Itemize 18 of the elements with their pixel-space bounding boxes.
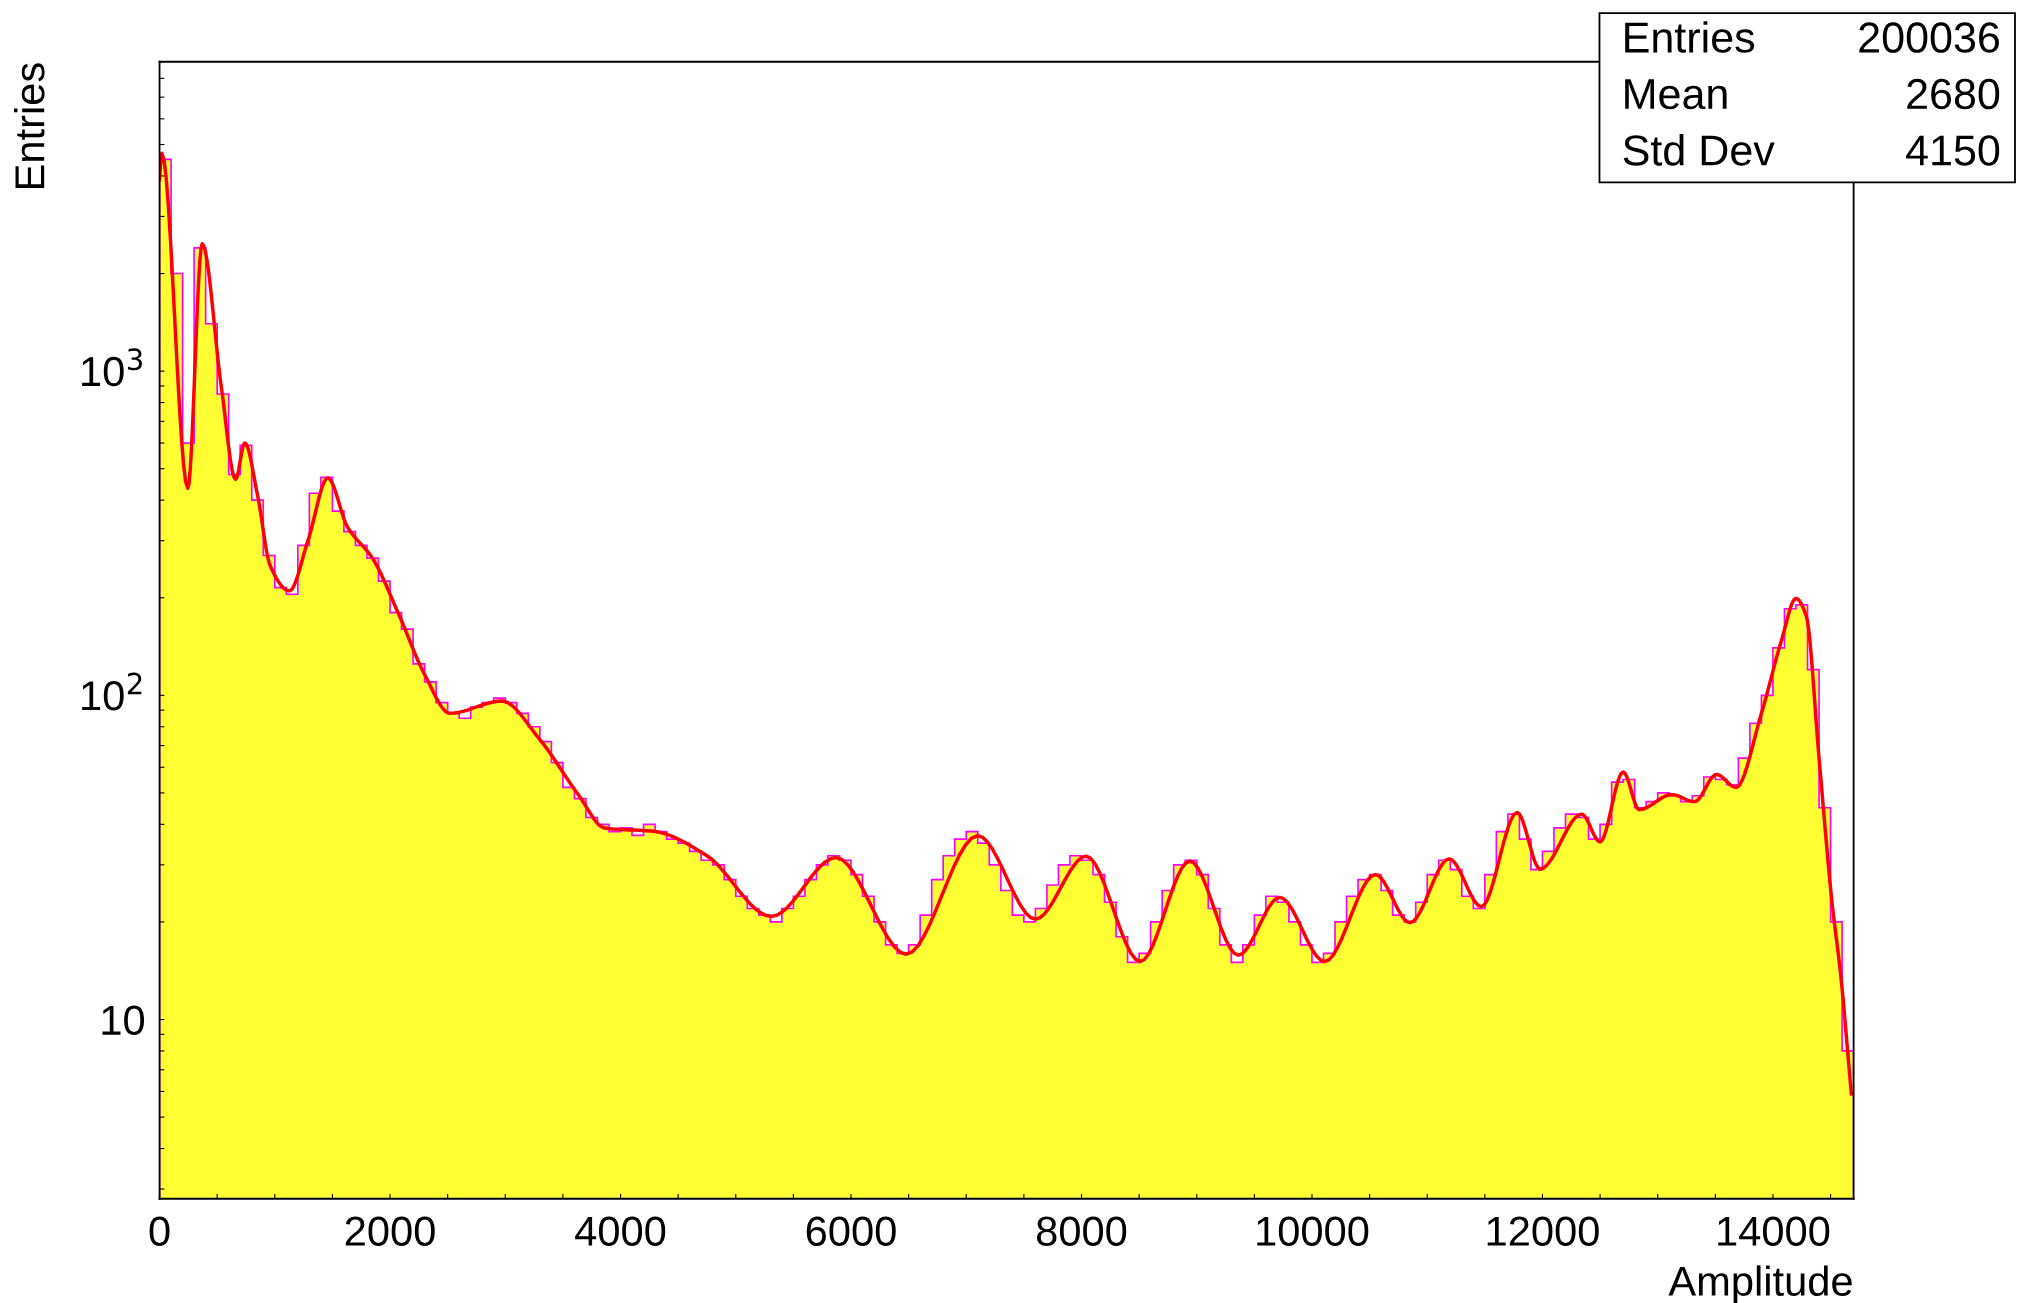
annotation: Std Dev: [1623, 134, 1775, 166]
x-tick-label: 4000: [575, 1216, 666, 1247]
annotation: Mean: [1625, 79, 1727, 110]
x-tick-label: 14000: [1718, 1216, 1830, 1247]
x-tick-label: 0: [149, 1216, 170, 1247]
y-tick-label: 10: [102, 1005, 145, 1036]
x-tick-label: 12000: [1487, 1216, 1599, 1247]
x-tick-label: 6000: [806, 1216, 896, 1247]
x-tick-label: 2000: [345, 1216, 435, 1247]
text: Entries: [1625, 21, 1755, 53]
x-tick-label: 8000: [1036, 1216, 1127, 1247]
text: 200036: [1859, 22, 1999, 53]
text: 2680: [1907, 78, 2000, 110]
y-axis-title: Entries: [13, 63, 45, 189]
y-tick-label: 10$^{2}$: [82, 672, 142, 711]
x-tick-label: 10000: [1257, 1216, 1369, 1247]
text: 4150: [1906, 135, 2000, 166]
y-tick-label: 10$^{3}$: [82, 348, 142, 387]
